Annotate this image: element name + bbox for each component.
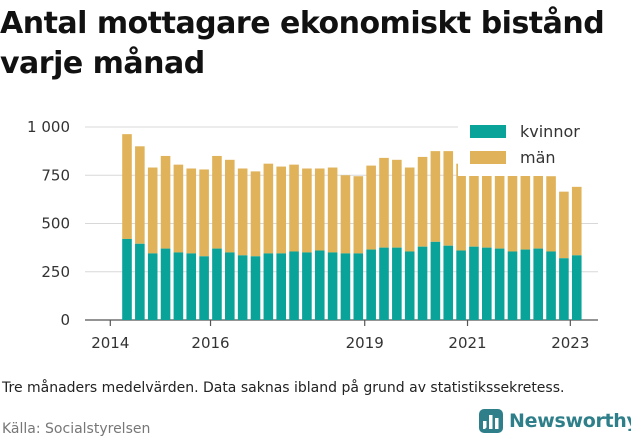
x-tick-label: 2014: [91, 334, 129, 352]
bar-kvinnor: [173, 252, 184, 320]
bar-man: [147, 167, 158, 254]
legend-label-män: män: [520, 148, 556, 167]
bar-kvinnor: [353, 253, 364, 320]
bar-man: [122, 134, 132, 239]
bar-kvinnor: [520, 249, 531, 320]
bar-man: [404, 167, 415, 252]
bar-man: [276, 166, 286, 254]
bar-kvinnor: [443, 245, 454, 320]
x-tick-label: 2023: [551, 334, 589, 352]
x-tick-label: 2019: [346, 334, 384, 352]
bar-man: [186, 168, 197, 254]
bar-kvinnor: [212, 248, 222, 320]
legend-label-kvinnor: kvinnor: [520, 122, 580, 141]
bar-kvinnor: [456, 250, 466, 320]
bar-man: [353, 176, 364, 254]
bar-kvinnor: [122, 238, 132, 320]
bar-kvinnor: [186, 253, 197, 320]
bar-kvinnor: [559, 258, 569, 320]
bar-man: [250, 171, 261, 257]
bar-man: [430, 151, 441, 242]
bar-kvinnor: [289, 251, 299, 320]
bar-kvinnor: [392, 247, 402, 320]
legend-swatch-män: [470, 151, 506, 164]
bar-man: [327, 167, 338, 253]
bar-man: [482, 159, 492, 248]
bar-kvinnor: [533, 248, 543, 320]
bar-man: [160, 155, 171, 249]
bar-man: [212, 155, 222, 249]
legend-swatch-kvinnor: [470, 125, 506, 138]
y-tick-label: 1 000: [27, 118, 70, 136]
x-tick-label: 2021: [448, 334, 486, 352]
y-tick-label: 250: [41, 263, 70, 281]
bar-kvinnor: [263, 253, 274, 320]
bar-kvinnor: [494, 248, 505, 320]
bar-man: [571, 186, 582, 256]
bar-man: [494, 160, 505, 249]
y-tick-label: 750: [41, 166, 70, 184]
bar-kvinnor: [507, 251, 518, 320]
bar-man: [199, 169, 209, 257]
bar-man: [237, 168, 248, 256]
x-tick-label: 2016: [191, 334, 229, 352]
bar-man: [263, 163, 274, 254]
bar-kvinnor: [430, 241, 441, 320]
bar-man: [302, 168, 312, 253]
bar-kvinnor: [199, 256, 209, 320]
bar-kvinnor: [379, 247, 389, 320]
bar-man: [456, 163, 466, 251]
bar-kvinnor: [366, 249, 376, 320]
brand-name: Newsworthy: [509, 410, 631, 432]
bar-kvinnor: [250, 256, 261, 320]
bar-man: [392, 159, 402, 248]
stacked-bar-chart: 2014 2016 2019 2021 2023 0 250 500 750 1 000 kvi…: [27, 118, 608, 352]
bar-kvinnor: [135, 243, 145, 320]
bar-man: [417, 156, 428, 247]
newsworthy-logo[interactable]: Newsworthy: [478, 406, 631, 436]
bar-man: [520, 167, 531, 250]
bar-man: [314, 168, 325, 251]
x-axis: 2014 2016 2019 2021 2023: [91, 320, 589, 352]
chart-note: Tre månaders medelvärden. Data saknas ib…: [2, 380, 565, 396]
bar-kvinnor: [276, 253, 286, 320]
bar-chart-logo-icon: [479, 409, 503, 433]
bar-man: [340, 175, 351, 254]
bar-kvinnor: [340, 253, 351, 320]
y-axis: 0 250 500 750 1 000: [27, 118, 70, 329]
bar-kvinnor: [469, 246, 479, 320]
bar-man: [379, 157, 389, 248]
y-tick-label: 0: [60, 311, 70, 329]
bar-man: [135, 146, 145, 244]
bar-kvinnor: [404, 251, 415, 320]
bar-man: [289, 164, 299, 252]
bar-kvinnor: [237, 255, 248, 320]
bar-man: [469, 160, 479, 247]
bar-kvinnor: [302, 252, 312, 320]
bar-series: [122, 134, 582, 320]
source-text: Källa: Socialstyrelsen: [2, 421, 151, 437]
bar-kvinnor: [160, 248, 171, 320]
bar-kvinnor: [571, 255, 582, 320]
bar-kvinnor: [546, 251, 556, 320]
bar-man: [533, 169, 543, 249]
bar-man: [546, 176, 556, 252]
bar-man: [366, 165, 376, 250]
bar-kvinnor: [327, 252, 338, 320]
bar-kvinnor: [314, 250, 325, 320]
bar-man: [173, 164, 184, 253]
bar-kvinnor: [417, 246, 428, 320]
bar-man: [225, 159, 235, 253]
chart-title: Antal mottagare ekonomiskt bistånd varje…: [0, 6, 605, 81]
bar-kvinnor: [147, 253, 158, 320]
bar-kvinnor: [482, 247, 492, 320]
bar-man: [443, 151, 454, 246]
bar-kvinnor: [225, 252, 235, 320]
bar-man: [559, 191, 569, 259]
bar-man: [507, 170, 518, 252]
legend: kvinnor män: [458, 118, 608, 176]
y-tick-label: 500: [41, 215, 70, 233]
